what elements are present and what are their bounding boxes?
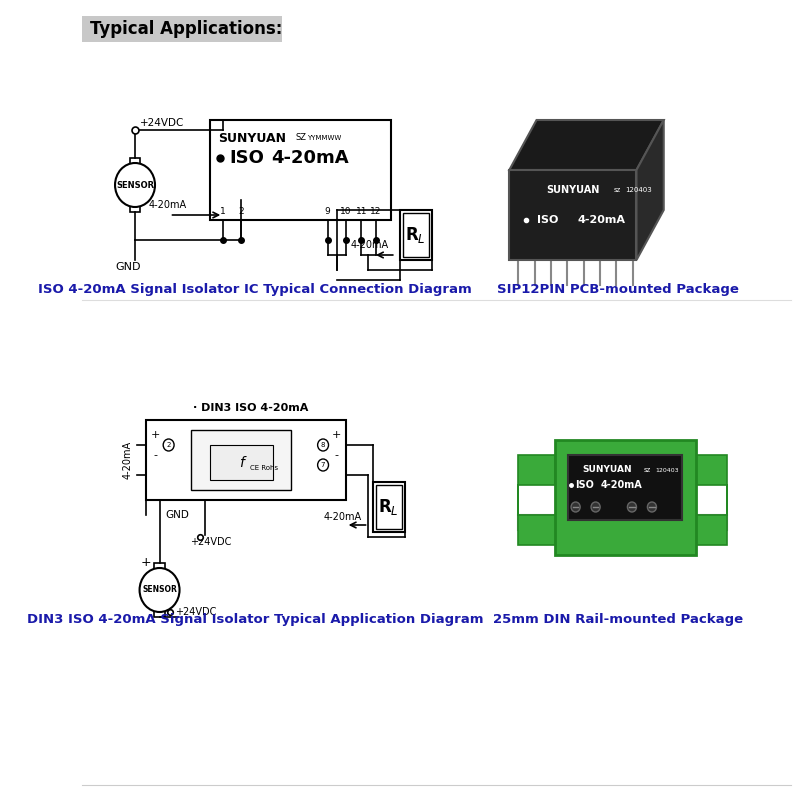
Circle shape [318, 459, 329, 471]
Text: · DIN3 ISO 4-20mA: · DIN3 ISO 4-20mA [193, 403, 308, 413]
Text: SENSOR: SENSOR [142, 586, 177, 594]
Text: ISO: ISO [230, 149, 264, 167]
Text: ISO 4-20mA Signal Isolator IC Typical Connection Diagram: ISO 4-20mA Signal Isolator IC Typical Co… [38, 283, 472, 297]
Text: 4-20mA: 4-20mA [122, 441, 133, 479]
Text: -: - [334, 450, 338, 460]
Text: 8: 8 [321, 442, 326, 448]
Text: +: + [150, 430, 160, 440]
Bar [210, 120, 391, 220]
Bar [154, 563, 165, 571]
Circle shape [163, 439, 174, 451]
Text: CE Rohs: CE Rohs [250, 465, 278, 471]
Bar [554, 440, 695, 555]
Text: 12: 12 [370, 207, 382, 217]
Text: 4-20mA: 4-20mA [323, 512, 361, 522]
Polygon shape [510, 170, 637, 260]
Circle shape [318, 439, 329, 451]
Text: sz: sz [644, 467, 651, 473]
Text: +24VDC: +24VDC [175, 607, 216, 617]
Text: 25mm DIN Rail-mounted Package: 25mm DIN Rail-mounted Package [494, 614, 743, 626]
Text: 4-20mA: 4-20mA [271, 149, 349, 167]
Polygon shape [518, 455, 564, 545]
Text: 9: 9 [325, 207, 330, 217]
Bar [373, 482, 405, 532]
Text: SUNYUAN: SUNYUAN [582, 466, 632, 474]
Text: 4-20mA: 4-20mA [578, 215, 626, 225]
Bar [376, 485, 402, 529]
Bar [210, 445, 273, 480]
Text: 10: 10 [340, 207, 351, 217]
Text: +: + [141, 555, 151, 569]
Bar [568, 455, 682, 520]
Text: +: + [332, 430, 342, 440]
Text: -: - [153, 450, 157, 460]
Text: GND: GND [115, 262, 141, 272]
Text: 2: 2 [166, 442, 171, 448]
Text: SUNYUAN: SUNYUAN [546, 185, 599, 195]
Polygon shape [510, 120, 664, 170]
Text: 4-20mA: 4-20mA [149, 200, 186, 210]
Text: +24VDC: +24VDC [139, 118, 184, 128]
Text: 4-20mA: 4-20mA [600, 480, 642, 490]
Text: 120403: 120403 [626, 187, 652, 193]
Bar [518, 515, 727, 530]
Bar [130, 204, 141, 212]
Bar [82, 16, 282, 42]
Bar [403, 213, 430, 257]
Text: GND: GND [166, 510, 190, 520]
Circle shape [627, 502, 637, 512]
Text: ISO: ISO [576, 480, 594, 490]
Circle shape [647, 502, 657, 512]
Circle shape [571, 502, 580, 512]
Polygon shape [637, 120, 664, 260]
Circle shape [115, 163, 155, 207]
Bar [130, 158, 141, 166]
Text: 1: 1 [220, 207, 226, 217]
Text: SENSOR: SENSOR [116, 181, 154, 190]
Text: 2: 2 [238, 207, 244, 217]
Bar [154, 609, 165, 617]
Bar [146, 420, 346, 500]
Text: 7: 7 [321, 462, 326, 468]
Text: R$_L$: R$_L$ [406, 225, 426, 245]
Text: SIP12PIN PCB-mounted Package: SIP12PIN PCB-mounted Package [498, 283, 739, 297]
Text: DIN3 ISO 4-20mA Signal Isolator Typical Application Diagram: DIN3 ISO 4-20mA Signal Isolator Typical … [26, 614, 483, 626]
Bar [400, 210, 432, 260]
Text: YYMMWW: YYMMWW [306, 135, 341, 141]
Polygon shape [691, 455, 727, 545]
Text: Typical Applications:: Typical Applications: [90, 20, 282, 38]
Text: sz: sz [614, 187, 621, 193]
Text: ISO: ISO [537, 215, 558, 225]
Text: +24VDC: +24VDC [190, 537, 231, 547]
Text: R$_L$: R$_L$ [378, 497, 399, 517]
Circle shape [591, 502, 600, 512]
Text: SZ: SZ [296, 134, 307, 142]
Circle shape [139, 568, 179, 612]
Text: 11: 11 [355, 207, 367, 217]
Text: 120403: 120403 [655, 467, 679, 473]
Text: 4-20mA: 4-20mA [350, 240, 389, 250]
Text: SUNYUAN: SUNYUAN [218, 131, 286, 145]
Bar [191, 430, 291, 490]
Text: f: f [239, 456, 244, 470]
